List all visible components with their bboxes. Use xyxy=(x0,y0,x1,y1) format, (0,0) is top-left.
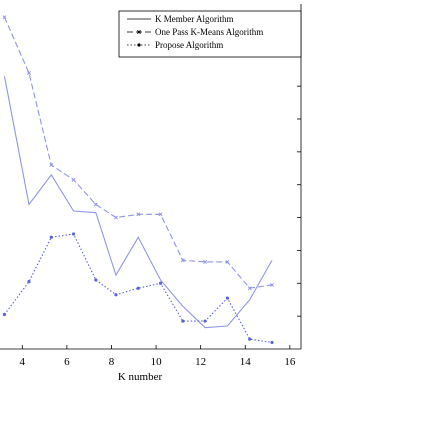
x-axis-label: K number xyxy=(118,371,163,383)
series-2-point-13 xyxy=(270,282,274,287)
series-3-point-10 xyxy=(203,319,207,323)
series-line-1 xyxy=(3,76,273,329)
x-ticks: 4 6 8 10 12 14 16 xyxy=(20,345,296,368)
series-3-point-6 xyxy=(114,293,118,297)
series-3-point-2 xyxy=(27,280,31,284)
series-2-point-1 xyxy=(2,15,7,20)
series-3-point-9 xyxy=(181,319,185,323)
series-line-2 xyxy=(3,16,273,289)
y-ticks xyxy=(297,20,301,317)
series-2-point-10 xyxy=(203,259,208,264)
series-3-point-8 xyxy=(158,281,163,285)
series-2-point-6 xyxy=(113,215,118,220)
series-2-point-12 xyxy=(247,286,252,291)
series-3-point-4 xyxy=(71,232,76,236)
legend-label-2: One Pass K-Means Algorithm xyxy=(155,27,263,37)
x-tick-label-12: 12 xyxy=(195,356,206,368)
series-3-point-7 xyxy=(136,286,140,290)
x-tick-label-10: 10 xyxy=(151,356,163,368)
series-3-point-3 xyxy=(49,235,53,239)
legend-marker-2 xyxy=(137,30,141,34)
legend-marker-3 xyxy=(137,43,141,47)
series-3-point-13 xyxy=(270,340,274,345)
x-tick-label-8: 8 xyxy=(109,356,115,368)
series-2-point-3 xyxy=(49,163,54,167)
series-2-point-9 xyxy=(180,258,185,263)
series-3-point-5 xyxy=(94,278,98,282)
x-tick-label-4: 4 xyxy=(20,356,26,368)
series-2-point-8 xyxy=(158,212,163,217)
series-layer xyxy=(2,15,274,345)
legend-label-1: K Member Algorithm xyxy=(155,14,234,24)
series-1 xyxy=(3,76,273,329)
legend-item-3: Propose Algorithm xyxy=(127,40,223,50)
series-2-point-2 xyxy=(27,71,31,75)
series-3-point-11 xyxy=(225,296,230,300)
axes-layer xyxy=(0,4,302,350)
series-3 xyxy=(2,232,274,345)
series-2-point-7 xyxy=(136,212,141,217)
legend-item-2: One Pass K-Means Algorithm xyxy=(127,27,263,37)
series-2-point-11 xyxy=(225,259,230,264)
legend: K Member Algorithm One Pass K-Means Algor… xyxy=(118,10,302,58)
x-tick-label-16: 16 xyxy=(284,356,296,368)
series-3-point-1 xyxy=(2,312,7,317)
x-tick-label-6: 6 xyxy=(64,356,70,368)
x-tick-label-14: 14 xyxy=(240,356,252,368)
series-3-point-12 xyxy=(248,337,252,341)
series-2-point-5 xyxy=(93,202,98,207)
legend-item-1: K Member Algorithm xyxy=(127,14,234,24)
series-2 xyxy=(2,15,274,291)
legend-label-3: Propose Algorithm xyxy=(155,40,223,50)
series-2-point-4 xyxy=(71,177,76,182)
